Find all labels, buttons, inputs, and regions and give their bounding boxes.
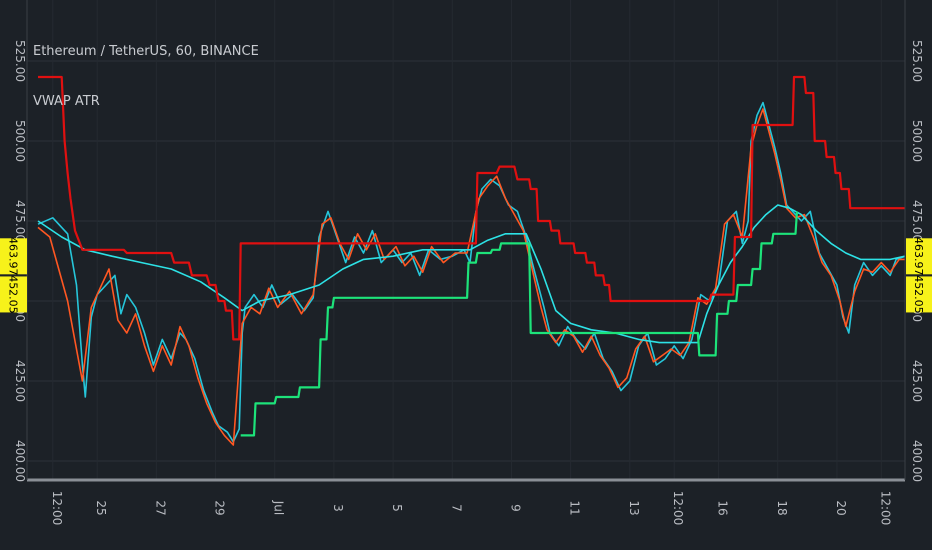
x-tick-label: 12:00	[878, 491, 892, 526]
price-tag-right-label: 452.05	[912, 275, 925, 314]
y-tick-label-left: 475.00	[13, 200, 27, 242]
x-tick-label: Jul	[272, 500, 286, 515]
y-tick-label-right: 400.00	[910, 440, 924, 482]
y-tick-label-right: 475.00	[910, 200, 924, 242]
price-tag-right	[906, 276, 932, 313]
series-line-2	[37, 108, 905, 446]
y-tick-label-left: 400.00	[13, 440, 27, 482]
x-tick-label: 5	[390, 504, 404, 512]
price-tag-left-label: 463.97	[7, 237, 20, 276]
y-tick-label-left: 525.00	[13, 40, 27, 82]
price-tag-right-label: 463.97	[912, 237, 925, 276]
x-tick-label: 18	[775, 500, 789, 515]
chart-title: Ethereum / TetherUS, 60, BINANCE	[33, 44, 259, 59]
vertical-grid-lines	[52, 0, 882, 480]
x-tick-label: 7	[449, 504, 463, 512]
x-axis-labels: 12:00 25 27 29 Jul 3 5 7 9 11 13 12:00 16 18 20 12:00	[50, 491, 893, 526]
x-tick-label: 3	[331, 504, 345, 512]
x-tick-label: 27	[153, 500, 167, 515]
price-tag-left-label: 452.05	[7, 275, 20, 314]
x-tick-label: 12:00	[50, 491, 64, 526]
x-tick-label: 12:00	[671, 491, 685, 526]
x-tick-label: 11	[568, 500, 582, 515]
x-tick-label: 20	[834, 500, 848, 515]
price-tag-left	[0, 238, 27, 275]
series-line-3	[37, 204, 906, 344]
y-tick-label-left: 500.00	[13, 120, 27, 162]
x-tick-label: 9	[508, 504, 522, 512]
x-tick-label: 16	[716, 500, 730, 515]
series-layer	[37, 75, 906, 446]
x-tick-label: 13	[627, 500, 641, 515]
y-tick-label-left: 425.00	[13, 360, 27, 402]
price-tag-left	[0, 276, 27, 313]
x-tick-label: 25	[94, 500, 108, 515]
grid-lines	[27, 60, 905, 462]
x-tick-label: 29	[213, 500, 227, 515]
price-tag-right	[906, 238, 932, 275]
series-line-5	[240, 211, 799, 437]
series-line-4	[38, 75, 905, 341]
indicator-label: VWAP ATR	[33, 94, 100, 109]
y-tick-label-right: 425.00	[910, 360, 924, 402]
y-tick-label-right: 500.00	[910, 120, 924, 162]
y-tick-label-right: 525.00	[910, 40, 924, 82]
